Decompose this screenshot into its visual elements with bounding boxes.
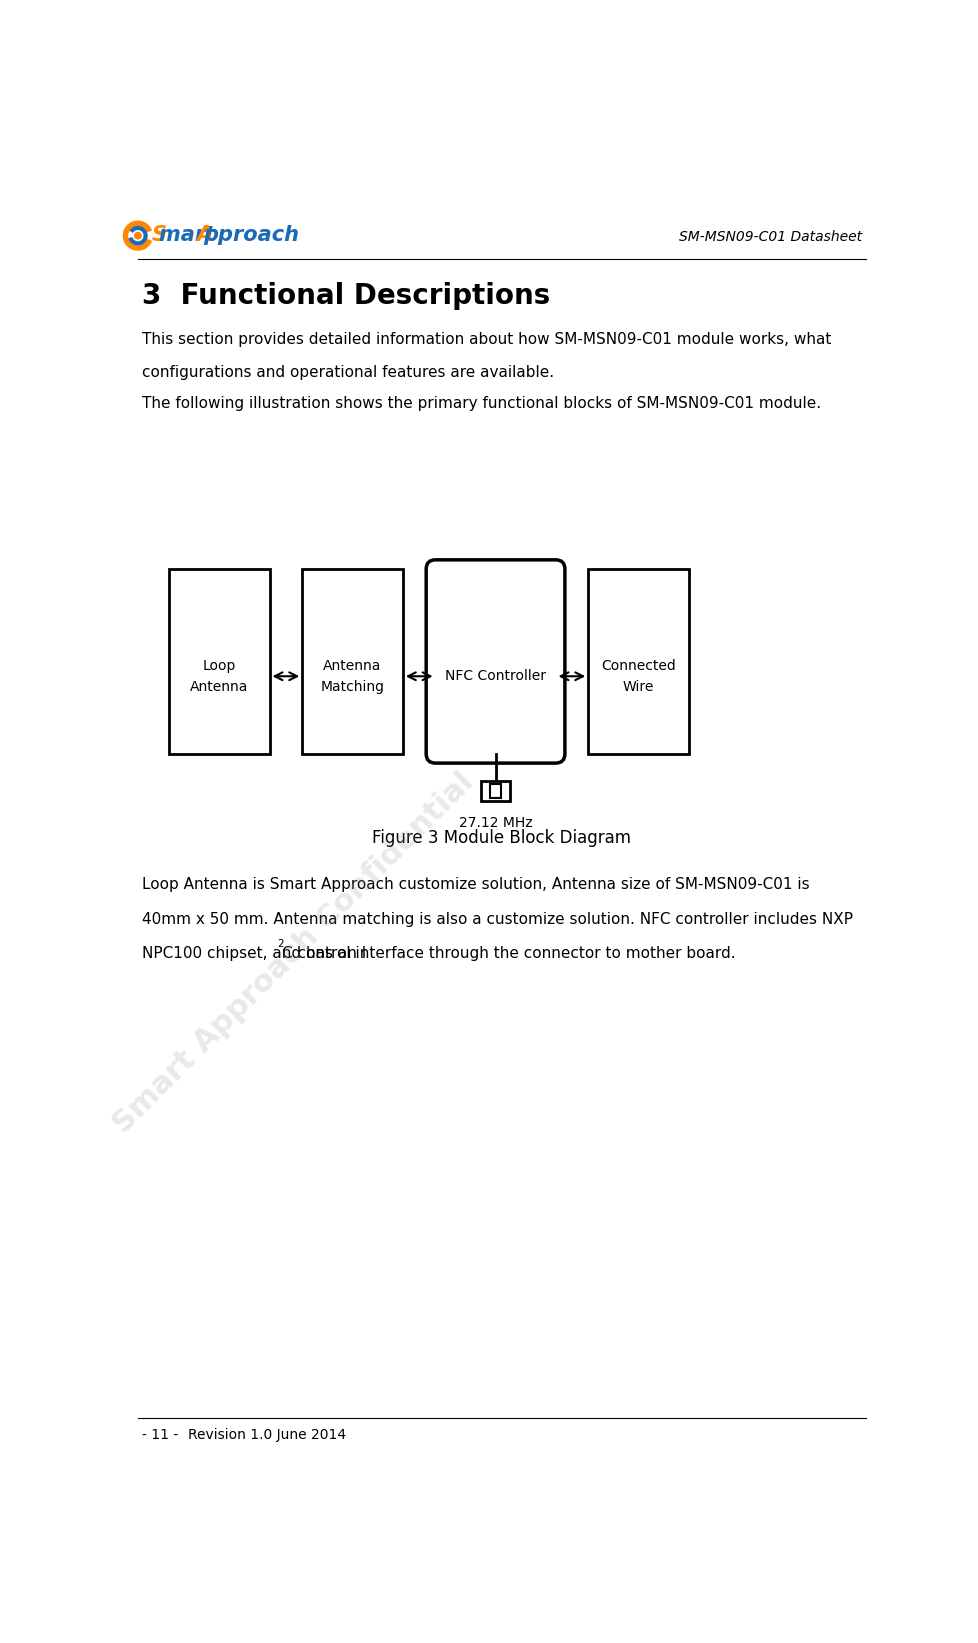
Text: mart: mart xyxy=(158,225,222,245)
Text: A: A xyxy=(196,225,212,245)
Text: S: S xyxy=(152,225,166,245)
Text: pproach: pproach xyxy=(202,225,298,245)
Bar xyxy=(168,568,269,754)
Text: 40mm x 50 mm. Antenna matching is also a customize solution. NFC controller incl: 40mm x 50 mm. Antenna matching is also a… xyxy=(142,912,852,927)
Text: 3  Functional Descriptions: 3 Functional Descriptions xyxy=(142,283,550,311)
Text: 2: 2 xyxy=(277,938,284,948)
Text: - 11 -: - 11 - xyxy=(142,1428,178,1443)
Bar xyxy=(588,568,689,754)
Text: The following illustration shows the primary functional blocks of SM-MSN09-C01 m: The following illustration shows the pri… xyxy=(142,396,820,411)
Text: Antenna
Matching: Antenna Matching xyxy=(320,659,384,693)
Text: Loop
Antenna: Loop Antenna xyxy=(190,659,248,693)
Bar xyxy=(490,784,500,798)
Text: configurations and operational features are available.: configurations and operational features … xyxy=(142,365,554,380)
Text: 27.12 MHz: 27.12 MHz xyxy=(459,817,532,830)
Text: Smart Approach Confidential: Smart Approach Confidential xyxy=(108,767,479,1139)
Text: SM-MSN09-C01 Datasheet: SM-MSN09-C01 Datasheet xyxy=(678,230,861,243)
Text: C control interface through the connector to mother board.: C control interface through the connecto… xyxy=(282,946,735,961)
Bar xyxy=(302,568,403,754)
Text: NPC100 chipset, and has an I: NPC100 chipset, and has an I xyxy=(142,946,366,961)
Circle shape xyxy=(135,232,141,238)
Text: Figure 3 Module Block Diagram: Figure 3 Module Block Diagram xyxy=(372,830,631,848)
Text: Connected
Wire: Connected Wire xyxy=(600,659,675,693)
Text: Loop Antenna is Smart Approach customize solution, Antenna size of SM-MSN09-C01 : Loop Antenna is Smart Approach customize… xyxy=(142,877,809,892)
Text: This section provides detailed information about how SM-MSN09-C01 module works, : This section provides detailed informati… xyxy=(142,332,830,347)
Bar xyxy=(480,780,510,800)
Text: Revision 1.0 June 2014: Revision 1.0 June 2014 xyxy=(188,1428,346,1443)
Text: NFC Controller: NFC Controller xyxy=(445,669,546,683)
FancyBboxPatch shape xyxy=(425,560,564,762)
